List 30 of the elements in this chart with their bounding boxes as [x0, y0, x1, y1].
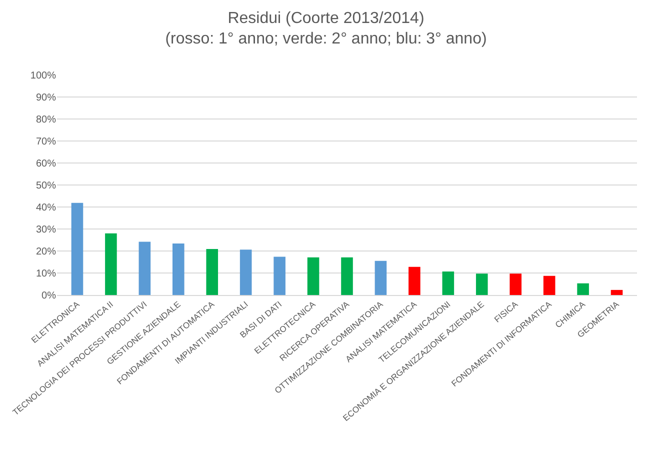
bar [172, 244, 184, 295]
bar [476, 274, 488, 295]
y-tick-label: 30% [36, 224, 56, 236]
bar [543, 276, 556, 295]
y-tick-label: 50% [36, 180, 56, 192]
y-tick-label: 70% [36, 136, 56, 148]
bar [442, 271, 454, 295]
y-tick-label: 90% [36, 92, 56, 104]
bar [240, 250, 252, 295]
bar [577, 283, 589, 295]
bar [274, 256, 286, 295]
y-tick-label: 80% [36, 114, 56, 126]
bar [510, 274, 522, 295]
bar [610, 290, 623, 295]
bar [138, 242, 151, 295]
bar [408, 266, 420, 295]
y-tick-label: 40% [36, 202, 56, 214]
bar [105, 233, 117, 295]
y-tick-label: 100% [30, 70, 56, 82]
chart-subtitle: (rosso: 1° anno; verde: 2° anno; blu: 3° anno) [165, 30, 487, 48]
y-tick-label: 10% [36, 268, 56, 280]
bar [341, 257, 353, 295]
bar [374, 260, 387, 295]
y-tick-label: 0% [42, 290, 56, 302]
bar [71, 202, 84, 295]
bar [307, 257, 320, 295]
y-tick-label: 60% [36, 158, 56, 170]
y-tick-label: 20% [36, 246, 56, 258]
bar [206, 249, 218, 295]
chart-title: Residui (Coorte 2013/2014) [228, 10, 424, 27]
